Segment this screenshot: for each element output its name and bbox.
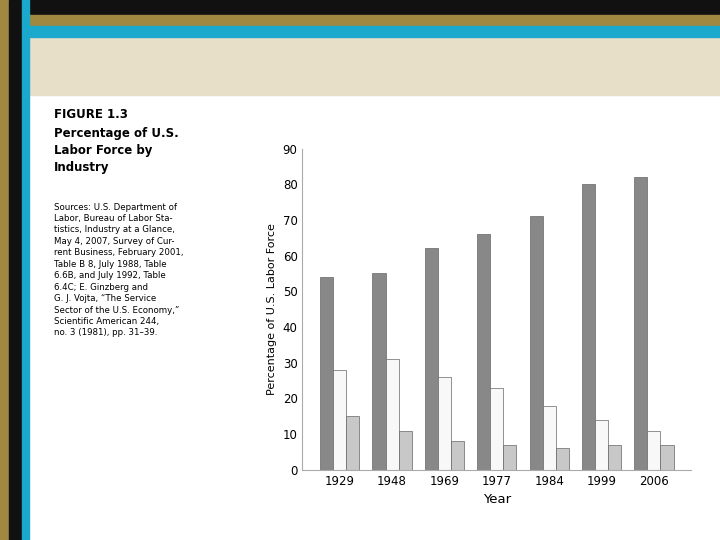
Bar <box>477 234 490 470</box>
Legend: Services, Manufacturing, Mining, agriculture, and construction: Services, Manufacturing, Mining, agricul… <box>292 538 702 540</box>
Bar <box>346 416 359 470</box>
Bar <box>582 184 595 470</box>
Bar <box>529 217 543 470</box>
Bar <box>320 277 333 470</box>
Bar <box>490 388 503 470</box>
Bar <box>438 377 451 470</box>
Bar <box>660 445 673 470</box>
Text: Sources: U.S. Department of
Labor, Bureau of Labor Sta-
tistics, Industry at a G: Sources: U.S. Department of Labor, Burea… <box>54 202 184 338</box>
Bar <box>556 448 569 470</box>
X-axis label: Year: Year <box>482 493 511 506</box>
Y-axis label: Percentage of U.S. Labor Force: Percentage of U.S. Labor Force <box>267 223 277 395</box>
Bar <box>595 420 608 470</box>
Bar <box>399 430 412 470</box>
Bar <box>634 177 647 470</box>
Bar <box>647 430 660 470</box>
Bar <box>451 441 464 470</box>
Bar <box>425 248 438 470</box>
Bar <box>543 406 556 470</box>
Bar <box>372 273 385 470</box>
Bar <box>503 445 516 470</box>
Bar <box>608 445 621 470</box>
Text: FIGURE 1.3: FIGURE 1.3 <box>54 108 128 121</box>
Text: Percent of U.S. Labor Force by Industry: Percent of U.S. Labor Force by Industry <box>43 59 594 83</box>
Bar <box>385 359 399 470</box>
Text: Percentage of U.S.
Labor Force by
Industry: Percentage of U.S. Labor Force by Indust… <box>54 127 179 174</box>
Bar <box>333 370 346 470</box>
